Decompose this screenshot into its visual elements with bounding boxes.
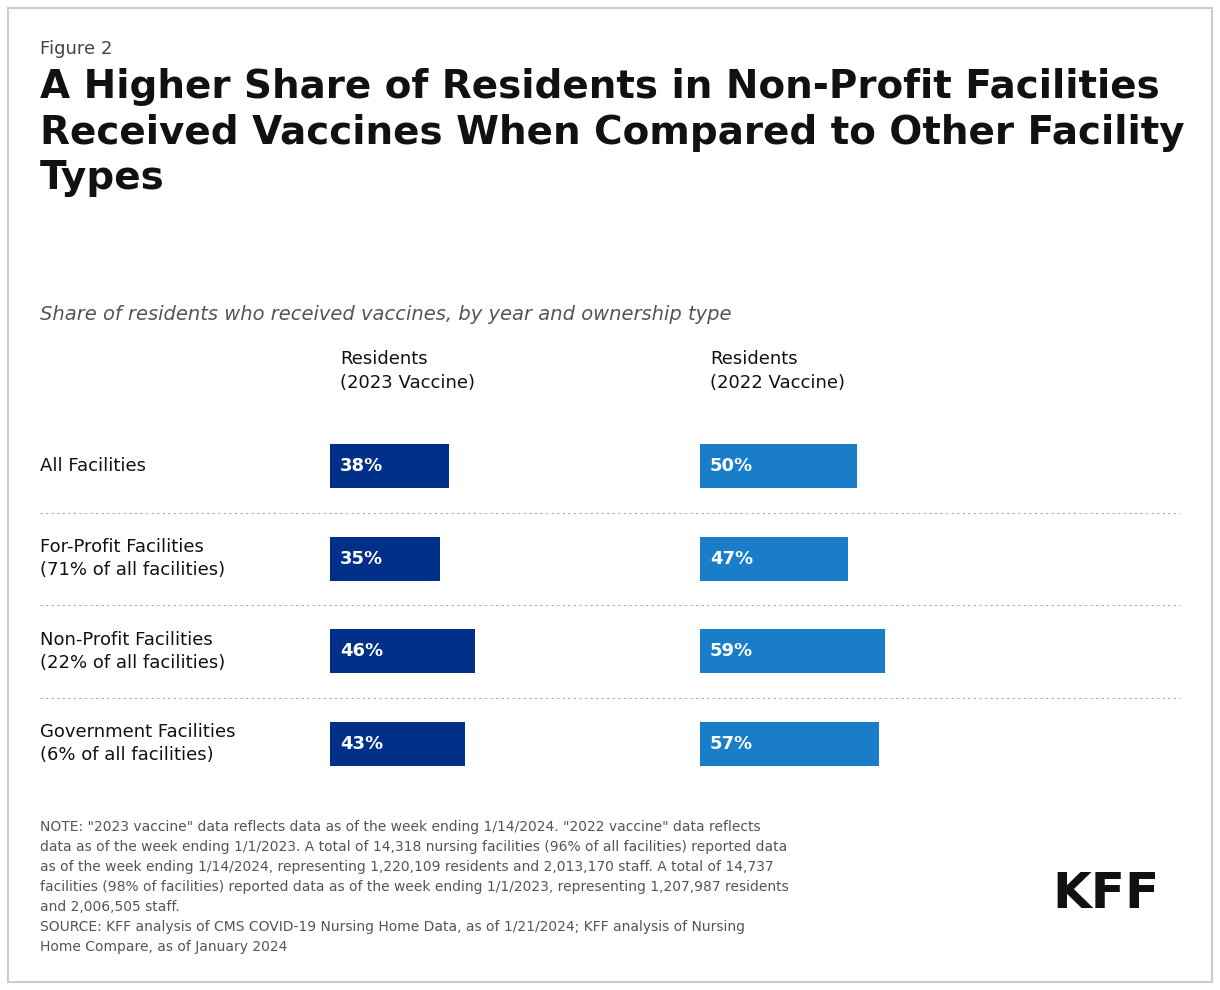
FancyBboxPatch shape <box>700 445 858 488</box>
Text: 57%: 57% <box>710 735 753 752</box>
Text: For-Profit Facilities
(71% of all facilities): For-Profit Facilities (71% of all facili… <box>40 539 226 579</box>
Text: Figure 2: Figure 2 <box>40 40 112 58</box>
Text: A Higher Share of Residents in Non-Profit Facilities
Received Vaccines When Comp: A Higher Share of Residents in Non-Profi… <box>40 68 1185 197</box>
Text: 35%: 35% <box>340 549 383 567</box>
Text: KFF: KFF <box>1053 870 1160 918</box>
FancyBboxPatch shape <box>329 537 440 581</box>
Text: 59%: 59% <box>710 643 753 660</box>
FancyBboxPatch shape <box>329 445 449 488</box>
FancyBboxPatch shape <box>700 630 886 673</box>
FancyBboxPatch shape <box>329 630 475 673</box>
Text: 46%: 46% <box>340 643 383 660</box>
Text: 50%: 50% <box>710 457 753 475</box>
Text: Residents
(2023 Vaccine): Residents (2023 Vaccine) <box>340 350 475 392</box>
Text: 43%: 43% <box>340 735 383 752</box>
Text: Residents
(2022 Vaccine): Residents (2022 Vaccine) <box>710 350 845 392</box>
Text: 38%: 38% <box>340 457 383 475</box>
Text: Non-Profit Facilities
(22% of all facilities): Non-Profit Facilities (22% of all facili… <box>40 631 226 671</box>
FancyBboxPatch shape <box>700 722 880 765</box>
Text: NOTE: "2023 vaccine" data reflects data as of the week ending 1/14/2024. "2022 v: NOTE: "2023 vaccine" data reflects data … <box>40 820 789 954</box>
FancyBboxPatch shape <box>700 537 848 581</box>
FancyBboxPatch shape <box>329 722 465 765</box>
Text: All Facilities: All Facilities <box>40 457 146 475</box>
Text: Share of residents who received vaccines, by year and ownership type: Share of residents who received vaccines… <box>40 305 732 324</box>
Text: Government Facilities
(6% of all facilities): Government Facilities (6% of all facilit… <box>40 724 235 764</box>
Text: 47%: 47% <box>710 549 753 567</box>
